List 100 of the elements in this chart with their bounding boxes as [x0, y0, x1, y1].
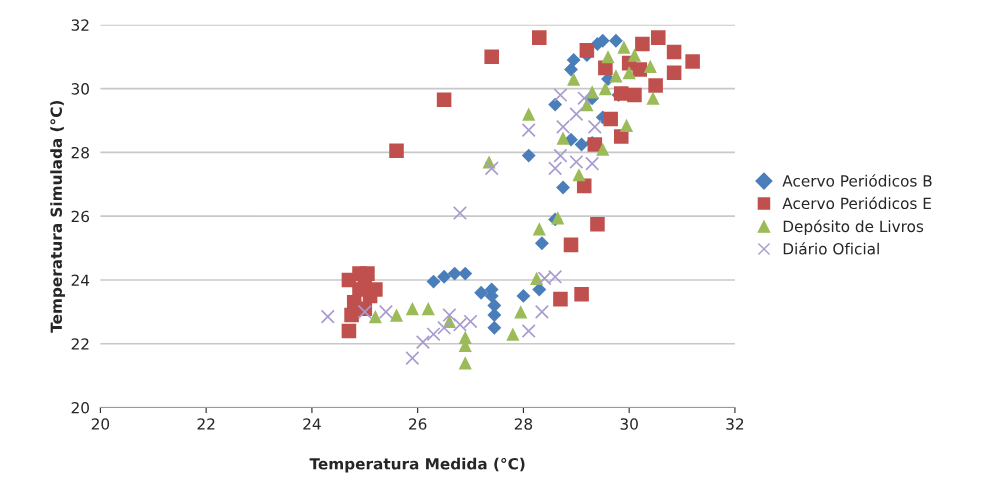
point [609, 33, 623, 48]
point [566, 52, 581, 67]
point [521, 123, 536, 138]
y-tick-label: 28 [71, 146, 89, 159]
point [572, 168, 586, 182]
point [484, 49, 499, 65]
point [567, 72, 581, 86]
point [579, 43, 595, 58]
point [532, 222, 546, 236]
point [646, 91, 660, 105]
x-tick-label: 28 [514, 418, 533, 430]
point [522, 107, 536, 121]
point [576, 178, 592, 194]
x-tick-label: 26 [409, 418, 427, 430]
point [320, 309, 335, 324]
point [463, 314, 478, 329]
point [617, 40, 631, 54]
x-tick-label: 24 [303, 418, 321, 430]
point [553, 291, 568, 307]
point [556, 119, 571, 134]
point [685, 54, 700, 69]
point [452, 205, 468, 221]
point [506, 327, 520, 341]
point [603, 111, 618, 127]
point [341, 323, 357, 339]
point [458, 266, 473, 281]
x-tick-label: 20 [91, 418, 110, 430]
legend-label: Diário Oficial [783, 242, 879, 255]
point [632, 62, 648, 77]
point [553, 148, 568, 163]
y-tick-label: 20 [71, 402, 89, 414]
point [622, 66, 636, 80]
x-tick-label: 22 [197, 418, 215, 430]
point [421, 302, 435, 316]
y-tick-label: 22 [71, 338, 89, 350]
point [666, 44, 682, 60]
point [532, 30, 547, 45]
x-tick-label: 30 [620, 418, 638, 430]
point [474, 285, 489, 300]
point [516, 288, 531, 303]
point [534, 304, 549, 319]
point [563, 237, 579, 253]
point [514, 305, 528, 319]
point [436, 92, 452, 108]
point [627, 48, 642, 62]
x-tick-label: 32 [726, 418, 744, 430]
point [627, 87, 642, 103]
y-tick-label: 24 [71, 274, 90, 286]
point [587, 119, 602, 134]
point [426, 274, 441, 289]
point [389, 308, 404, 322]
point [487, 308, 502, 322]
legend-label: Acervo Periódicos E [782, 196, 931, 210]
point [368, 310, 382, 324]
point [648, 78, 663, 93]
legend-label: Depósito de Livros [783, 219, 924, 236]
point [548, 161, 563, 176]
point [635, 36, 650, 52]
point [577, 91, 592, 106]
point [643, 59, 657, 73]
point [553, 87, 568, 103]
y-axis-title: Temperatura Simulada (°C) [50, 100, 65, 333]
y-tick-label: 30 [71, 83, 89, 95]
point [556, 131, 570, 145]
point [666, 65, 682, 80]
point [405, 351, 420, 366]
point [415, 335, 430, 350]
point [437, 269, 452, 284]
point [590, 216, 605, 232]
point [619, 118, 634, 132]
point [556, 180, 571, 195]
point [548, 97, 563, 112]
point [609, 69, 623, 83]
y-tick-label: 32 [71, 19, 89, 31]
point [389, 143, 404, 159]
point [521, 148, 536, 163]
point [452, 317, 468, 332]
point [574, 137, 589, 152]
point [426, 327, 441, 342]
point [569, 154, 584, 170]
point [447, 266, 462, 281]
point [598, 82, 612, 96]
point [650, 30, 666, 45]
point [574, 287, 589, 302]
point [487, 320, 502, 335]
point [484, 161, 499, 176]
point [534, 236, 549, 251]
x-axis-title: Temperatura Medida (°C) [309, 457, 525, 473]
legend-label: Acervo Periódicos B [782, 174, 932, 187]
point [521, 323, 536, 339]
point [564, 62, 578, 77]
point [596, 142, 610, 156]
point [442, 308, 457, 323]
y-tick-label: 26 [71, 210, 90, 223]
point [569, 107, 584, 122]
point [405, 302, 419, 316]
point [378, 304, 393, 319]
point [585, 156, 600, 171]
point [437, 320, 452, 335]
point [601, 50, 615, 64]
